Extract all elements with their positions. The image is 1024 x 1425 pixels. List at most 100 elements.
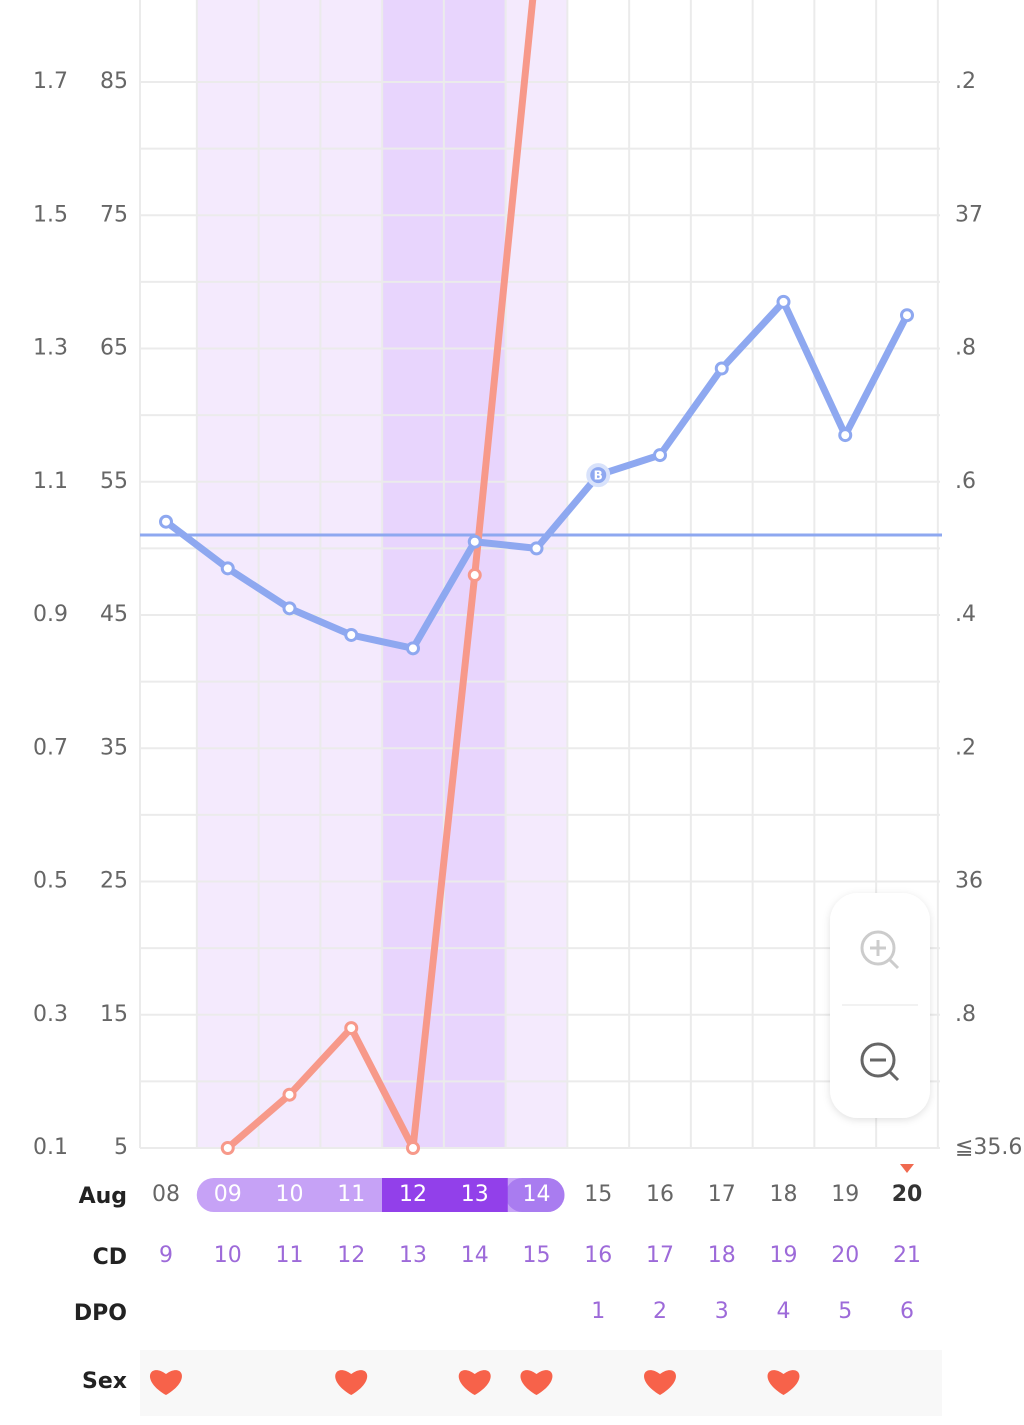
fertile-pill-end [505,1178,565,1212]
date-label: 12 [399,1182,427,1207]
cd-label: 10 [214,1243,242,1268]
dpo-label: 1 [591,1299,605,1324]
date-label: 10 [276,1182,304,1207]
dpo-label: 4 [777,1299,791,1324]
y2-tick-label: .2 [955,69,976,94]
dpo-label: 6 [900,1299,914,1324]
data-point [776,294,791,309]
sex-heart [458,1370,491,1395]
ratio-tick-label: 1.7 [33,69,68,94]
y2-tick-label: .8 [955,336,976,361]
data-point [344,1021,359,1036]
cd-label: 13 [399,1243,427,1268]
cd-label: 19 [770,1243,798,1268]
ratio-tick-label: 0.7 [33,735,68,760]
zoom-out-button[interactable] [860,1042,900,1082]
cd-label: 12 [337,1243,365,1268]
month-label: Aug [79,1184,127,1209]
dpo-label: 3 [715,1299,729,1324]
cd-label: 16 [584,1243,612,1268]
date-label: 20 [892,1182,923,1207]
dpo-label: 5 [838,1299,852,1324]
date-label: 13 [461,1182,489,1207]
zoom-controls [830,893,930,1118]
data-point [344,627,359,642]
sex-heart [150,1370,182,1395]
zoom-in-button[interactable] [860,930,900,970]
date-label: 15 [584,1182,612,1207]
y2-tick-label: .6 [955,469,976,494]
y-tick-label: 15 [100,1002,128,1027]
date-label: 19 [831,1182,859,1207]
ratio-tick-label: 1.1 [33,469,68,494]
data-point [529,541,544,556]
date-label: 11 [337,1182,365,1207]
date-label: 17 [708,1182,736,1207]
data-point [467,534,482,549]
ratio-tick-label: 1.3 [33,336,68,361]
data-point [406,641,420,656]
row-label: Sex [82,1369,127,1394]
peak-pill [382,1178,506,1212]
data-point [586,463,611,488]
data-point [406,1141,420,1155]
sex-heart [767,1370,800,1395]
ratio-tick-label: 0.1 [33,1135,68,1160]
sex-heart [520,1370,553,1395]
cd-label: 11 [276,1243,304,1268]
y2-tick-label: .4 [955,602,976,627]
sex-heart [644,1370,676,1395]
cd-label: 17 [646,1243,674,1268]
data-point [838,428,853,443]
date-label: 18 [770,1182,798,1207]
cd-label: 9 [159,1243,173,1268]
annotation: B [594,469,603,483]
ratio-tick-label: 1.5 [33,202,68,227]
row-label: CD [93,1245,127,1270]
fertile-day-shade [258,0,321,1148]
y2-tick-label: 36 [955,869,983,894]
sex-heart [335,1370,368,1395]
data-point [220,1141,235,1155]
y-tick-label: 85 [100,69,128,94]
date-label: 09 [214,1182,242,1207]
data-point [282,1087,297,1102]
y-tick-label: 65 [100,336,128,361]
y2-tick-label: ≦35.6 [955,1135,1022,1160]
date-label: 08 [152,1182,180,1207]
y-tick-label: 45 [100,602,128,627]
date-label: 14 [523,1182,551,1207]
data-point [900,308,914,323]
peak-pill-join [499,1178,508,1212]
y2-tick-label: .2 [955,735,976,760]
data-point [220,561,235,576]
data-point [467,568,482,583]
y-tick-label: 75 [100,202,128,227]
date-label: 16 [646,1182,674,1207]
cd-label: 20 [831,1243,859,1268]
fertile-day-shade [320,0,383,1148]
ratio-tick-label: 0.9 [33,602,68,627]
series-line [224,0,537,1152]
y2-tick-label: .8 [955,1002,976,1027]
y2-tick-label: 37 [955,202,983,227]
y-tick-label: 25 [100,869,128,894]
cd-label: 14 [461,1243,489,1268]
dpo-label: 2 [653,1299,667,1324]
data-point [282,601,297,616]
data-point [653,448,667,463]
y-tick-label: 55 [100,469,128,494]
cd-label: 15 [523,1243,551,1268]
data-point [714,361,729,376]
today-marker [900,1164,914,1173]
y-tick-label: 35 [100,735,128,760]
data-point [159,514,173,529]
y-tick-label: 5 [114,1135,128,1160]
row-label: DPO [74,1301,127,1326]
ratio-tick-label: 0.5 [33,869,68,894]
cd-label: 21 [893,1243,921,1268]
cd-label: 18 [708,1243,736,1268]
ratio-tick-label: 0.3 [33,1002,68,1027]
